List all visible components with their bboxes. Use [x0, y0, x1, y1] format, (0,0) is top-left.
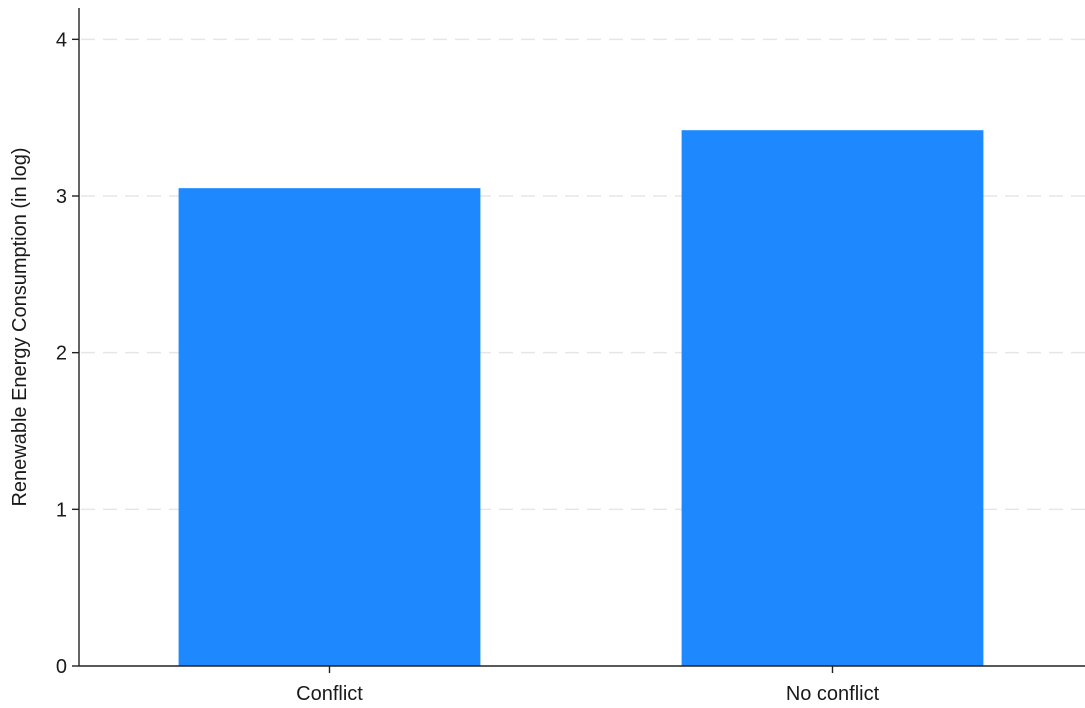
- bar-no-conflict: [681, 130, 984, 666]
- y-axis-title: Renewable Energy Consumption (in log): [9, 147, 31, 506]
- y-tick-label-4: 4: [56, 29, 67, 51]
- axes: [78, 8, 1085, 667]
- bars: [178, 130, 984, 666]
- y-tick-label-2: 2: [56, 343, 67, 365]
- x-ticks: Conflict No conflict: [296, 666, 880, 705]
- y-tick-label-1: 1: [56, 499, 67, 521]
- bar-conflict: [178, 188, 481, 666]
- y-tick-label-3: 3: [56, 186, 67, 208]
- y-tick-label-0: 0: [56, 656, 67, 678]
- x-tick-label-0: Conflict: [296, 683, 363, 705]
- x-tick-label-1: No conflict: [786, 683, 880, 705]
- y-ticks: 0 1 2 3 4: [56, 29, 79, 678]
